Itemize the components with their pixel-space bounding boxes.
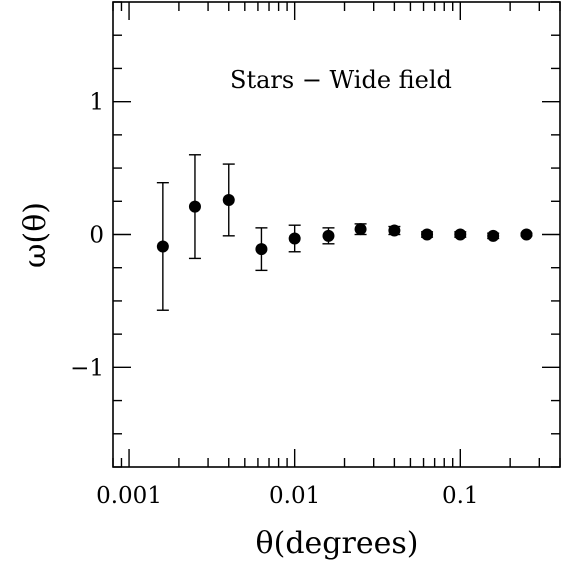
y-tick-label: −1 xyxy=(70,355,104,381)
y-tick-label: 1 xyxy=(89,90,104,116)
data-point xyxy=(354,223,367,236)
data-point xyxy=(421,228,434,241)
x-tick-labels: 0.001 0.01 0.1 xyxy=(96,483,478,509)
data-point xyxy=(520,228,533,241)
data-point xyxy=(322,229,335,242)
chart-annotation: Stars − Wide field xyxy=(230,66,452,94)
data-point xyxy=(188,200,201,213)
data-point xyxy=(487,229,500,242)
x-tick-label: 0.001 xyxy=(96,483,162,509)
data-point xyxy=(222,193,235,206)
data-point xyxy=(454,228,467,241)
x-tick-label: 0.01 xyxy=(269,483,320,509)
y-tick-label: 0 xyxy=(89,223,104,249)
data-point xyxy=(288,232,301,245)
y-axis-label: ω(θ) xyxy=(18,202,53,268)
data-point xyxy=(388,224,401,237)
x-tick-label: 0.1 xyxy=(442,483,479,509)
axis-ticks xyxy=(112,1,561,468)
data-point xyxy=(156,240,169,253)
y-tick-labels: 1 0 −1 xyxy=(70,90,104,382)
error-bars xyxy=(156,154,533,311)
data-points xyxy=(156,193,533,256)
data-point xyxy=(255,243,268,256)
x-axis-label: θ(degrees) xyxy=(256,526,419,561)
